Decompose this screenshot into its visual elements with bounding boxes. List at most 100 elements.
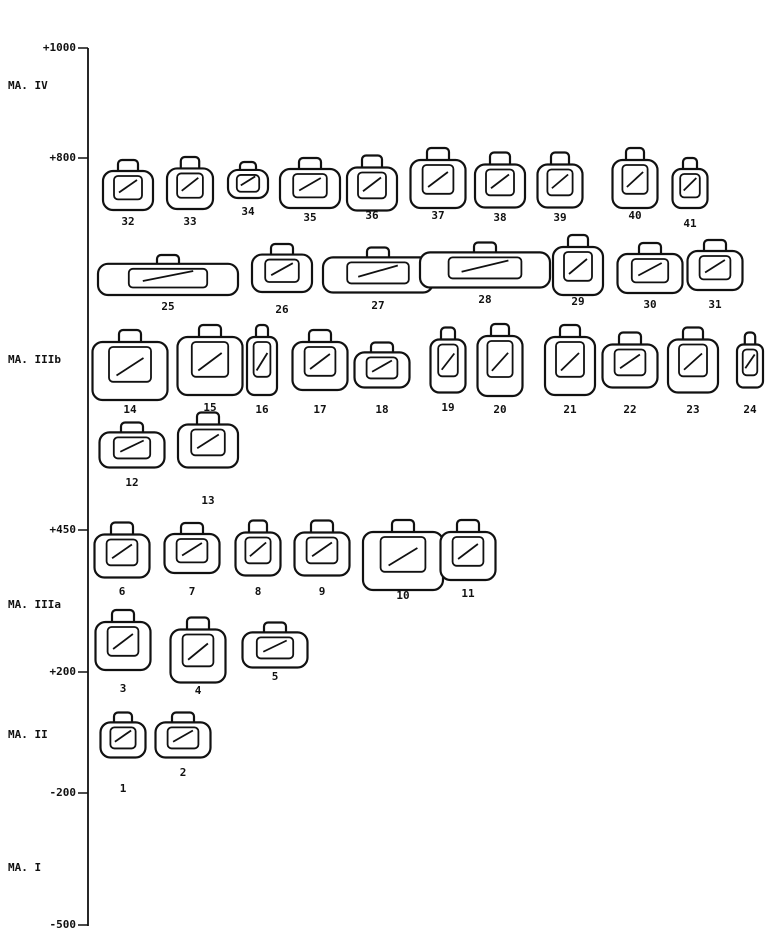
glyph-body bbox=[347, 168, 397, 211]
glyph-body bbox=[293, 342, 348, 390]
glyph-body bbox=[247, 337, 277, 395]
glyph-number: 31 bbox=[708, 298, 722, 311]
glyph bbox=[243, 623, 308, 668]
glyph-body bbox=[93, 342, 168, 400]
glyph bbox=[171, 618, 226, 683]
glyph-body bbox=[95, 535, 150, 578]
glyph-number: 21 bbox=[563, 403, 577, 416]
glyph-number: 3 bbox=[120, 682, 127, 695]
glyph-number: 19 bbox=[441, 401, 454, 414]
glyph bbox=[178, 325, 243, 395]
glyph-number: 9 bbox=[319, 585, 326, 598]
glyph-number: 33 bbox=[183, 215, 196, 228]
glyph bbox=[668, 328, 718, 393]
glyph-number: 34 bbox=[241, 205, 255, 218]
glyph bbox=[236, 521, 281, 576]
glyph-body bbox=[171, 630, 226, 683]
glyph bbox=[545, 325, 595, 395]
glyph-body bbox=[613, 160, 658, 208]
glyph-body bbox=[295, 533, 350, 576]
glyph-number: 1 bbox=[120, 782, 127, 795]
period-label: MA. II bbox=[8, 728, 48, 741]
glyph-number: 10 bbox=[396, 589, 409, 602]
period-label: MA. IV bbox=[8, 79, 48, 92]
glyph bbox=[737, 333, 763, 388]
glyph-number: 35 bbox=[303, 211, 316, 224]
glyph bbox=[363, 520, 443, 590]
glyph-number: 38 bbox=[493, 211, 506, 224]
glyph-body bbox=[478, 336, 523, 396]
glyph-body bbox=[475, 165, 525, 208]
glyph-number: 13 bbox=[201, 494, 214, 507]
glyph-number: 4 bbox=[195, 684, 202, 697]
glyph bbox=[101, 713, 146, 758]
glyph-number: 2 bbox=[180, 766, 187, 779]
glyph-body bbox=[178, 337, 243, 395]
glyph-number: 6 bbox=[119, 585, 126, 598]
glyph-number: 18 bbox=[375, 403, 388, 416]
glyph bbox=[280, 158, 340, 208]
glyph-body bbox=[668, 340, 718, 393]
glyph bbox=[538, 153, 583, 208]
glyph-number: 17 bbox=[313, 403, 326, 416]
glyph-number: 8 bbox=[255, 585, 262, 598]
timeline-tick-label: +800 bbox=[50, 151, 77, 164]
glyph bbox=[431, 328, 466, 393]
glyph-number: 27 bbox=[371, 299, 384, 312]
period-label: MA. IIIa bbox=[8, 598, 61, 611]
glyph bbox=[96, 610, 151, 670]
glyph-number: 24 bbox=[743, 403, 757, 416]
glyph-body bbox=[737, 345, 763, 388]
glyph bbox=[167, 157, 213, 209]
glyph bbox=[347, 156, 397, 211]
glyph-body bbox=[96, 622, 151, 670]
glyph bbox=[165, 523, 220, 573]
glyph-body bbox=[603, 345, 658, 388]
glyph-number: 20 bbox=[493, 403, 506, 416]
glyph bbox=[178, 413, 238, 468]
glyph-body bbox=[553, 247, 603, 295]
glyph-number: 11 bbox=[461, 587, 475, 600]
glyph-number: 26 bbox=[275, 303, 289, 316]
glyph bbox=[228, 162, 268, 198]
glyph-number: 28 bbox=[478, 293, 491, 306]
glyph bbox=[420, 243, 550, 288]
glyph bbox=[252, 244, 312, 292]
timeline-tick-label: -200 bbox=[50, 786, 77, 799]
glyph bbox=[98, 255, 238, 295]
glyph-number: 12 bbox=[125, 476, 138, 489]
glyph-body bbox=[441, 532, 496, 580]
period-label: MA. I bbox=[8, 861, 41, 874]
timeline-tick-label: +200 bbox=[50, 665, 77, 678]
glyph-number: 37 bbox=[431, 209, 444, 222]
glyph-body bbox=[167, 168, 213, 209]
glyph-number: 32 bbox=[121, 215, 134, 228]
glyph-number: 25 bbox=[161, 300, 174, 313]
glyph-number: 7 bbox=[189, 585, 196, 598]
glyph-body bbox=[411, 160, 466, 208]
glyph-number: 39 bbox=[553, 211, 566, 224]
glyph-body bbox=[178, 425, 238, 468]
glyph bbox=[293, 330, 348, 390]
glyph-body bbox=[363, 532, 443, 590]
glyph bbox=[323, 248, 433, 293]
timeline-tick-label: +1000 bbox=[43, 41, 76, 54]
glyph-number: 5 bbox=[272, 670, 279, 683]
glyph bbox=[688, 240, 743, 290]
glyph bbox=[156, 713, 211, 758]
glyph-number: 22 bbox=[623, 403, 636, 416]
glyph bbox=[103, 160, 153, 210]
glyph bbox=[478, 324, 523, 396]
glyph bbox=[295, 521, 350, 576]
glyph bbox=[475, 153, 525, 208]
glyph-body bbox=[538, 165, 583, 208]
glyph-number: 41 bbox=[683, 217, 697, 230]
glyph bbox=[93, 330, 168, 400]
glyph-body bbox=[236, 533, 281, 576]
glyph-number: 36 bbox=[365, 209, 379, 222]
glyph-number: 40 bbox=[628, 209, 641, 222]
period-label: MA. IIIb bbox=[8, 353, 61, 366]
glyph bbox=[618, 243, 683, 293]
glyph-number: 29 bbox=[571, 295, 584, 308]
glyph-number: 16 bbox=[255, 403, 269, 416]
